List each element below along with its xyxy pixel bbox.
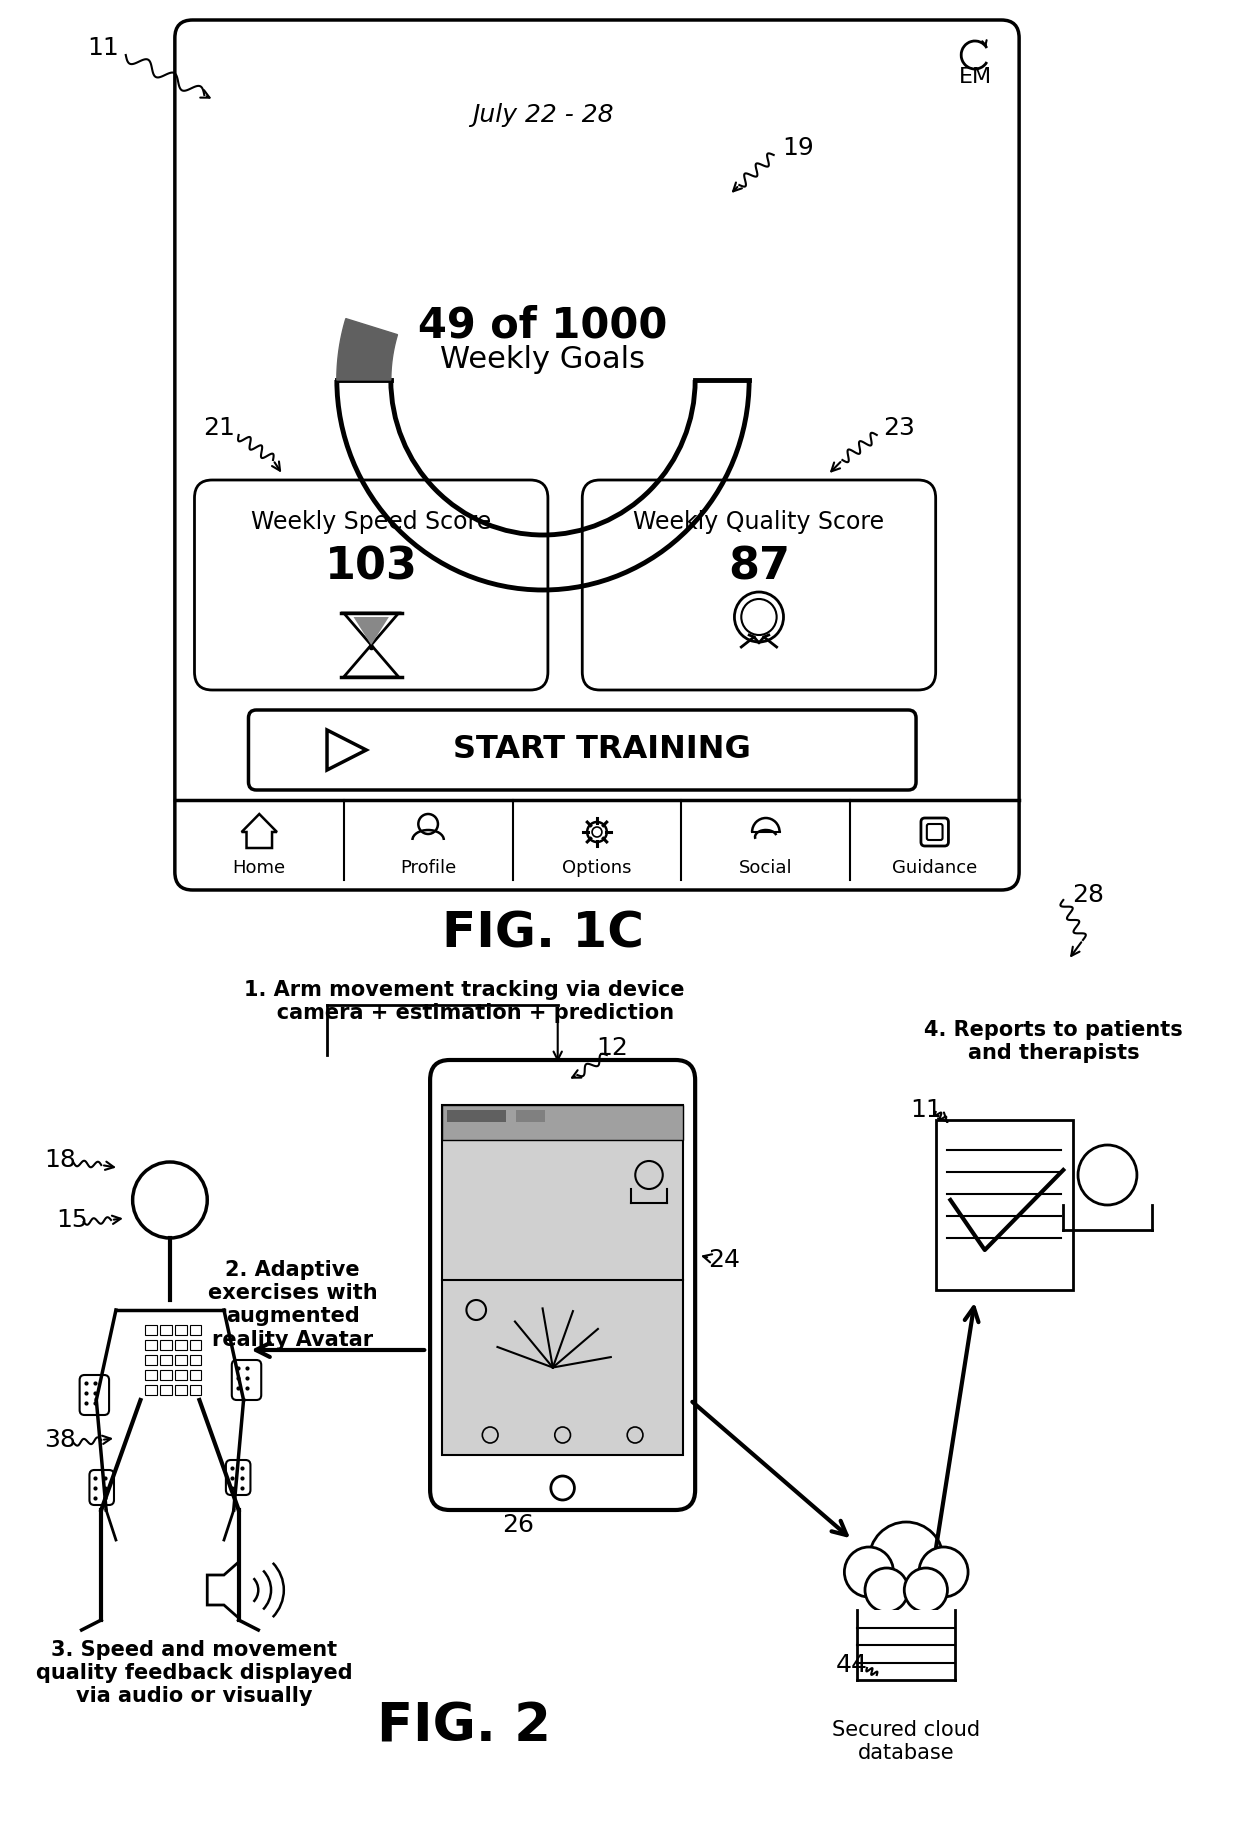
Bar <box>857 1610 955 1680</box>
Circle shape <box>844 1546 894 1598</box>
Text: 11: 11 <box>910 1098 941 1122</box>
Bar <box>190 1385 201 1394</box>
Text: Secured cloud
database: Secured cloud database <box>832 1720 981 1762</box>
Bar <box>190 1325 201 1336</box>
Bar <box>936 1120 1073 1290</box>
Bar <box>516 1111 544 1122</box>
FancyBboxPatch shape <box>89 1469 114 1504</box>
Circle shape <box>866 1568 908 1612</box>
Bar <box>190 1371 201 1380</box>
Text: 49 of 1000: 49 of 1000 <box>418 304 667 346</box>
Bar <box>175 1385 187 1394</box>
Circle shape <box>919 1546 968 1598</box>
Text: 1. Arm movement tracking via device
   camera + estimation + prediction: 1. Arm movement tracking via device came… <box>244 981 684 1023</box>
Bar <box>190 1340 201 1351</box>
FancyBboxPatch shape <box>232 1360 262 1400</box>
Text: Home: Home <box>233 858 286 877</box>
FancyBboxPatch shape <box>226 1460 250 1495</box>
Text: Weekly Quality Score: Weekly Quality Score <box>634 511 884 534</box>
Text: 18: 18 <box>45 1147 76 1171</box>
Text: 38: 38 <box>45 1427 76 1451</box>
Text: 103: 103 <box>325 545 418 587</box>
Text: FIG. 1C: FIG. 1C <box>441 910 644 957</box>
Text: 21: 21 <box>203 415 234 439</box>
Bar <box>160 1340 172 1351</box>
Text: 2. Adaptive
exercises with
augmented
reality Avatar: 2. Adaptive exercises with augmented rea… <box>208 1261 377 1349</box>
Text: Options: Options <box>562 858 631 877</box>
Bar <box>446 1111 506 1122</box>
Text: Guidance: Guidance <box>892 858 977 877</box>
Circle shape <box>904 1568 947 1612</box>
FancyBboxPatch shape <box>430 1060 696 1510</box>
Circle shape <box>869 1523 944 1598</box>
Text: Weekly Goals: Weekly Goals <box>440 346 646 375</box>
Bar <box>160 1354 172 1365</box>
Bar <box>160 1371 172 1380</box>
Text: 11: 11 <box>87 37 119 60</box>
FancyBboxPatch shape <box>175 20 1019 889</box>
Text: EM: EM <box>959 68 992 88</box>
Bar <box>160 1385 172 1394</box>
Bar <box>145 1371 157 1380</box>
Text: 87: 87 <box>728 545 790 587</box>
Polygon shape <box>337 318 398 381</box>
Text: 3. Speed and movement
quality feedback displayed
via audio or visually: 3. Speed and movement quality feedback d… <box>36 1640 353 1706</box>
Text: 12: 12 <box>595 1036 627 1060</box>
Bar <box>190 1354 201 1365</box>
Text: 23: 23 <box>883 415 915 439</box>
Text: 4. Reports to patients
and therapists: 4. Reports to patients and therapists <box>924 1019 1183 1063</box>
Bar <box>145 1340 157 1351</box>
Bar <box>145 1325 157 1336</box>
Bar <box>175 1371 187 1380</box>
Bar <box>175 1340 187 1351</box>
Text: 19: 19 <box>782 135 815 159</box>
Bar <box>145 1385 157 1394</box>
Bar <box>175 1354 187 1365</box>
Text: 44: 44 <box>836 1652 868 1676</box>
Text: 15: 15 <box>56 1208 88 1232</box>
Bar <box>160 1325 172 1336</box>
Text: Weekly Speed Score: Weekly Speed Score <box>250 511 491 534</box>
Polygon shape <box>353 617 389 644</box>
Text: 24: 24 <box>708 1248 740 1272</box>
Text: July 22 - 28: July 22 - 28 <box>472 102 614 126</box>
Text: Profile: Profile <box>401 858 456 877</box>
Bar <box>441 1105 683 1140</box>
Text: FIG. 2: FIG. 2 <box>377 1700 552 1751</box>
Bar <box>145 1354 157 1365</box>
FancyBboxPatch shape <box>79 1374 109 1415</box>
Text: 28: 28 <box>1071 884 1104 908</box>
Text: START TRAINING: START TRAINING <box>453 734 751 765</box>
Bar <box>175 1325 187 1336</box>
Text: Social: Social <box>739 858 792 877</box>
Bar <box>441 1105 683 1455</box>
Text: 26: 26 <box>502 1513 534 1537</box>
